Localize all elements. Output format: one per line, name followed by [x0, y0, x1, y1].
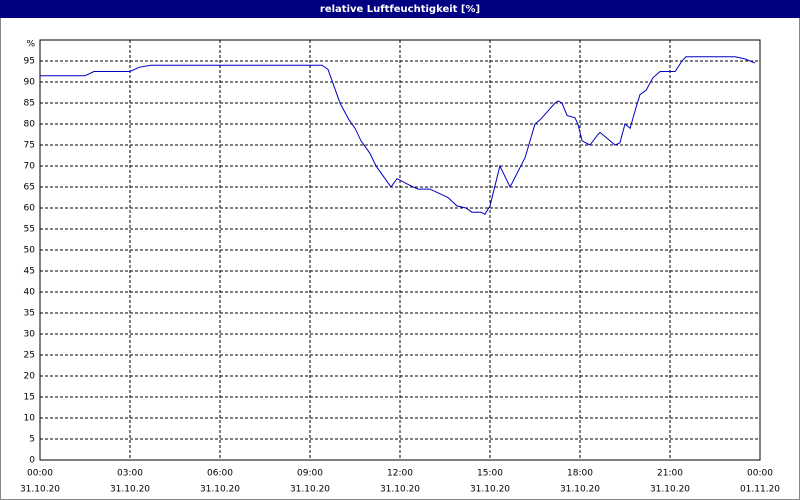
x-tick-label: 18:00	[567, 469, 593, 479]
y-tick-label: 55	[24, 225, 35, 235]
x-tick-label: 09:00	[297, 469, 323, 479]
x-tick-label: 03:00	[117, 469, 143, 479]
data-line	[40, 56, 756, 215]
x-tick-label: 00:00	[747, 469, 773, 479]
x-tick-date: 31.10.20	[560, 485, 600, 495]
x-tick-label: 15:00	[477, 469, 503, 479]
y-tick-label: 65	[24, 183, 35, 193]
x-tick-date: 31.10.20	[110, 485, 150, 495]
y-tick-label: 80	[24, 120, 36, 130]
y-unit: %	[26, 40, 35, 50]
x-tick-label: 21:00	[657, 469, 683, 479]
y-tick-label: 30	[24, 330, 36, 340]
y-tick-label: 70	[24, 162, 36, 172]
y-tick-label: 20	[24, 372, 36, 382]
plot-border	[39, 39, 761, 461]
x-tick-label: 12:00	[387, 469, 413, 479]
y-tick-label: 25	[24, 351, 35, 361]
x-tick-label: 06:00	[207, 469, 233, 479]
y-tick-label: 10	[24, 414, 36, 424]
chart-title: relative Luftfeuchtigkeit [%]	[320, 4, 480, 15]
x-tick-date: 31.10.20	[380, 485, 420, 495]
y-tick-label: 90	[24, 78, 36, 88]
y-tick-label: 0	[29, 456, 35, 466]
y-tick-label: 60	[24, 204, 36, 214]
x-tick-label: 00:00	[27, 469, 53, 479]
y-tick-label: 45	[24, 267, 35, 277]
x-tick-date: 01.11.20	[740, 485, 780, 495]
y-tick-label: 75	[24, 141, 35, 151]
y-tick-label: 40	[24, 288, 36, 298]
y-tick-label: 85	[24, 99, 35, 109]
y-tick-label: 5	[29, 435, 35, 445]
y-tick-label: 95	[24, 57, 35, 67]
x-tick-date: 31.10.20	[200, 485, 240, 495]
x-tick-date: 31.10.20	[290, 485, 330, 495]
title-bar	[0, 0, 800, 18]
x-tick-date: 31.10.20	[470, 485, 510, 495]
y-tick-label: 50	[24, 246, 36, 256]
x-tick-date: 31.10.20	[650, 485, 690, 495]
y-tick-label: 35	[24, 309, 35, 319]
y-tick-label: 15	[24, 393, 35, 403]
x-tick-date: 31.10.20	[20, 485, 60, 495]
